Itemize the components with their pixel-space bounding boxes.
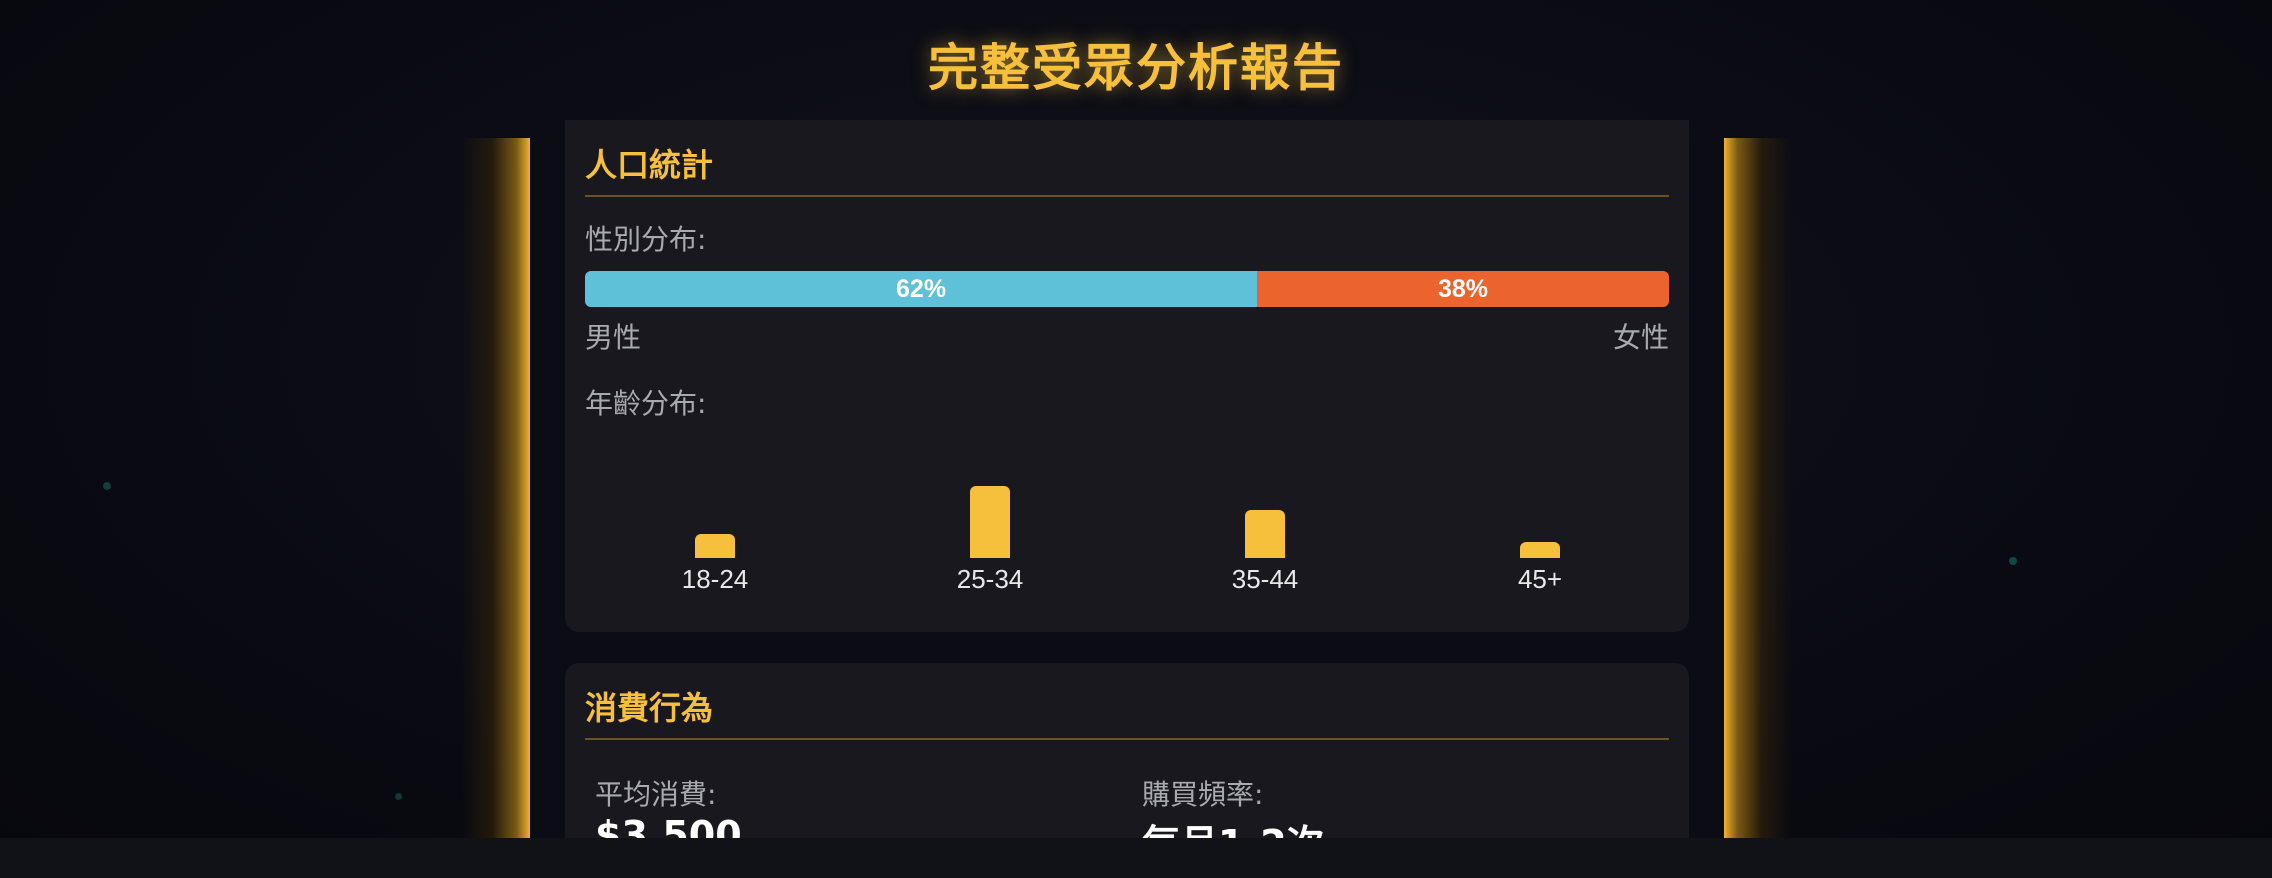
age-tick-label: 18-24 xyxy=(681,564,749,594)
spending-title: 消費行為 xyxy=(585,689,714,727)
male-segment: 62% xyxy=(585,271,1258,307)
male-percent: 62% xyxy=(896,274,947,303)
background-sparkle xyxy=(2009,557,2017,565)
demographics-card: 人口統計 性別分布: 62% 38% 男性 女性 年齡分布: 18-24 25-3… xyxy=(565,120,1689,632)
age-bar-25-34 xyxy=(970,486,1010,558)
age-bar-45+ xyxy=(1520,542,1560,558)
left-curtain xyxy=(462,138,530,838)
age-label: 年齡分布: xyxy=(585,387,707,420)
page-title: 完整受眾分析報告 xyxy=(928,39,1344,97)
section-divider xyxy=(585,738,1669,740)
male-label: 男性 xyxy=(585,321,642,354)
avg-spend-label: 平均消費: xyxy=(595,778,717,811)
right-curtain xyxy=(1724,138,1792,838)
age-tick-label: 25-34 xyxy=(956,564,1024,594)
background-sparkle xyxy=(103,482,111,490)
female-label: 女性 xyxy=(1612,321,1669,354)
gender-bar: 62% 38% xyxy=(585,271,1669,307)
age-bar-35-44 xyxy=(1245,510,1285,558)
demographics-title: 人口統計 xyxy=(585,146,714,184)
background-sparkle xyxy=(395,793,402,800)
frequency-label: 購買頻率: xyxy=(1142,778,1264,811)
section-divider xyxy=(585,195,1669,197)
age-bar-18-24 xyxy=(695,534,735,558)
bottom-bar xyxy=(0,838,2272,878)
gender-label: 性別分布: xyxy=(585,223,707,256)
female-percent: 38% xyxy=(1438,274,1489,303)
age-tick-label: 45+ xyxy=(1517,564,1563,594)
female-segment: 38% xyxy=(1257,271,1669,307)
spending-card: 消費行為 平均消費: $3,500 購買頻率: 每月1-2次 xyxy=(565,663,1689,866)
age-tick-label: 35-44 xyxy=(1231,564,1299,594)
